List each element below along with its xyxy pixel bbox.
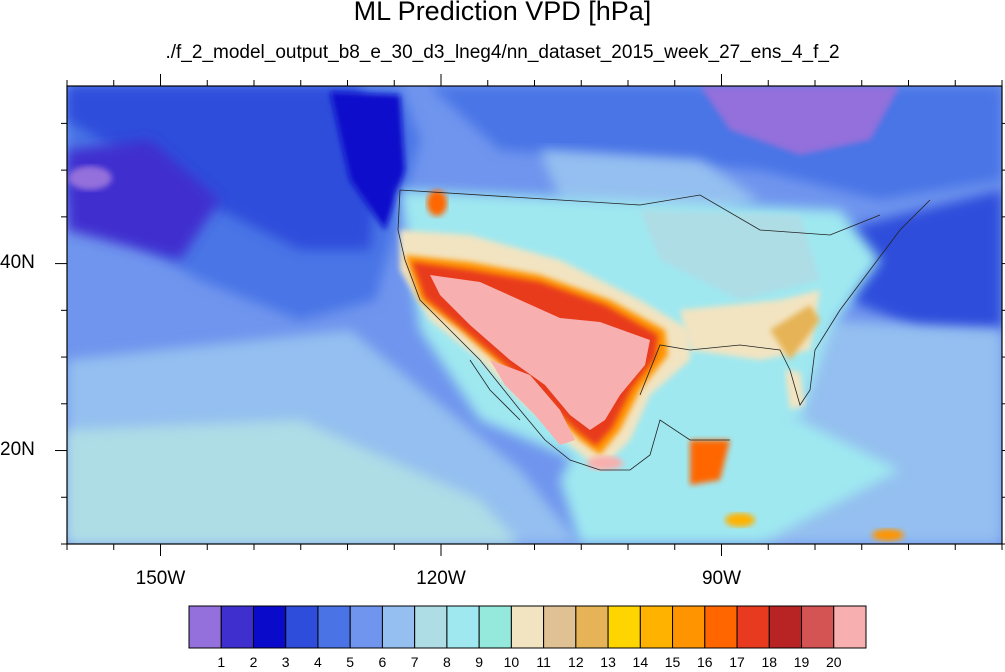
field-southeast-core bbox=[770, 305, 820, 360]
colorbar-label: 18 bbox=[761, 654, 778, 670]
colorbar-swatch bbox=[768, 605, 803, 649]
coastlines bbox=[397, 189, 931, 471]
colorbar-label: 7 bbox=[410, 654, 419, 670]
colorbar-label: 3 bbox=[281, 654, 290, 670]
field-coast-dark bbox=[330, 92, 405, 230]
colorbar-label: 9 bbox=[475, 654, 484, 670]
colorbar-label: 12 bbox=[568, 654, 584, 670]
colorbar-label: 6 bbox=[378, 654, 387, 670]
colorbar-swatch bbox=[833, 605, 867, 649]
colorbar-swatch bbox=[510, 605, 545, 649]
colorbar-swatch bbox=[607, 605, 641, 649]
colorbar-swatch bbox=[381, 605, 416, 649]
field-mexico-south bbox=[587, 456, 623, 470]
field-venezuela bbox=[872, 529, 904, 541]
field-atlantic-dark bbox=[840, 190, 1002, 330]
field-oregon-hot bbox=[427, 190, 447, 216]
lon-tick-label: 90W bbox=[701, 568, 742, 589]
colorbar-label: 2 bbox=[249, 654, 258, 670]
lon-tick-label: 120W bbox=[416, 568, 466, 589]
colorbar-label: 1 bbox=[217, 654, 226, 670]
colorbar-swatch bbox=[801, 605, 835, 649]
colorbar-swatch bbox=[575, 605, 609, 649]
colorbar-label: 15 bbox=[664, 654, 681, 670]
baja-outline bbox=[469, 359, 521, 421]
colorbar-label: 10 bbox=[503, 654, 520, 670]
colorbar-swatch bbox=[543, 605, 577, 649]
field-baja bbox=[490, 360, 575, 445]
colorbar-label: 14 bbox=[632, 654, 649, 670]
colorbar-swatch bbox=[188, 605, 222, 649]
field-nw-core bbox=[67, 86, 380, 250]
colorbar-label: 19 bbox=[793, 654, 810, 670]
colorbar-swatch bbox=[478, 605, 512, 649]
colorbar-label: 11 bbox=[536, 654, 551, 670]
colorbar-swatch bbox=[704, 605, 738, 649]
colorbar-swatch bbox=[639, 605, 674, 649]
field-desert-core bbox=[430, 275, 650, 430]
lat-tick-label: 40N bbox=[0, 251, 35, 273]
colorbar-label: 20 bbox=[825, 654, 842, 670]
colorbar-swatch bbox=[220, 605, 254, 649]
lat-tick-label: 20N bbox=[0, 438, 35, 460]
colorbar-swatch bbox=[414, 605, 448, 649]
colorbar-label: 17 bbox=[729, 654, 745, 670]
field-florida bbox=[785, 370, 805, 410]
axis-ticks bbox=[55, 74, 1005, 556]
field-hudson bbox=[700, 86, 900, 155]
field-sw-lighter bbox=[67, 420, 520, 544]
colorbar bbox=[188, 605, 867, 649]
field-yucatan-hot bbox=[690, 440, 730, 485]
field-pacific-spot bbox=[68, 166, 112, 190]
colorbar-label: 13 bbox=[600, 654, 616, 670]
pacific-coastline bbox=[397, 189, 730, 471]
field-gulf bbox=[560, 400, 900, 544]
field-central-am bbox=[725, 513, 755, 527]
colorbar-swatch bbox=[252, 605, 287, 649]
colorbar-swatch bbox=[317, 605, 351, 649]
field-midwest bbox=[640, 210, 820, 300]
colorbar-swatch bbox=[446, 605, 480, 649]
chart-title: ML Prediction VPD [hPa] bbox=[353, 0, 652, 26]
colorbar-label: 4 bbox=[314, 654, 322, 670]
colorbar-swatch bbox=[736, 605, 770, 649]
gulf-atlantic-coastline bbox=[639, 199, 931, 406]
colorbar-swatch bbox=[349, 605, 383, 649]
colorbar-label: 8 bbox=[442, 654, 451, 670]
lon-tick-label: 150W bbox=[135, 568, 186, 589]
colorbar-swatch bbox=[285, 605, 319, 649]
border-line bbox=[399, 189, 881, 236]
colorbar-label: 16 bbox=[697, 654, 713, 670]
colorbar-swatch bbox=[672, 605, 706, 649]
vpd-field bbox=[67, 86, 1002, 544]
chart-subtitle: ./f_2_model_output_b8_e_30_d3_lneg4/nn_d… bbox=[165, 42, 840, 63]
colorbar-label: 5 bbox=[346, 654, 355, 670]
